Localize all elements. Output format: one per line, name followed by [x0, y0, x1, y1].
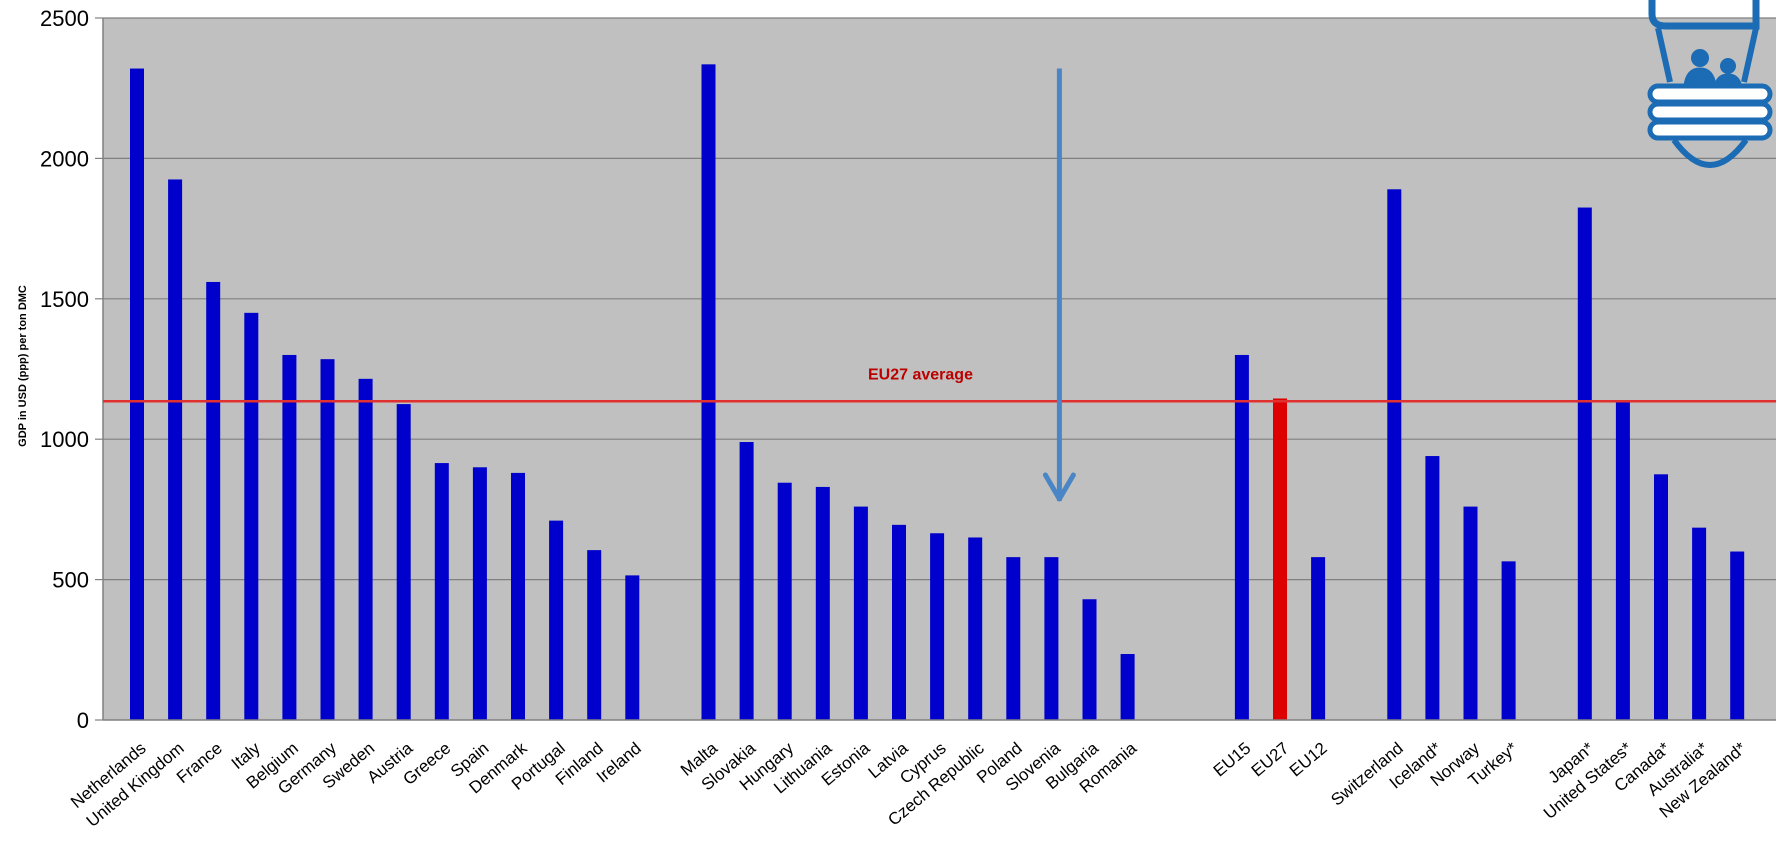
y-tick-label-1000: 1000: [40, 427, 89, 452]
bar-bulgaria: [1082, 599, 1097, 720]
bar-japan: [1577, 207, 1592, 721]
bar-denmark: [511, 472, 525, 720]
bar-eu12: [1311, 557, 1326, 720]
bar-malta: [701, 64, 716, 720]
y-tick-label-1500: 1500: [40, 287, 89, 312]
bar-czech-republic: [968, 537, 983, 720]
bar-switzerland: [1387, 189, 1402, 721]
bar-iceland: [1425, 456, 1440, 720]
average-label: EU27 average: [868, 366, 973, 383]
bar-france: [206, 281, 221, 720]
bar-eu27: [1273, 398, 1287, 720]
basket-band-1: [1647, 83, 1773, 105]
down-arrow-annotation: [1042, 68, 1076, 502]
y-tick-label-2500: 2500: [40, 6, 89, 31]
y-tick-label-2000: 2000: [40, 146, 89, 171]
bar-italy: [244, 312, 259, 720]
bar-belgium: [282, 354, 297, 720]
bar-united-states: [1615, 401, 1630, 720]
bar-norway: [1463, 506, 1478, 720]
bar-ireland: [625, 575, 640, 720]
bar-slovakia: [739, 442, 754, 720]
bar-turkey: [1501, 561, 1516, 720]
bar-portugal: [549, 520, 564, 720]
arrow-head: [1042, 472, 1076, 502]
bar-hungary: [777, 482, 792, 720]
bar-spain: [472, 467, 487, 720]
bar-australia: [1692, 527, 1707, 720]
bar-canada: [1654, 474, 1668, 720]
bar-poland: [1006, 557, 1021, 720]
bar-eu15: [1234, 354, 1249, 720]
bar-germany: [320, 359, 335, 720]
bar-new-zealand: [1730, 551, 1745, 720]
basket-band-2: [1647, 101, 1773, 123]
basket-band-3: [1647, 119, 1773, 141]
y-tick-label-0: 0: [77, 708, 89, 733]
basket-logo-icon: [1647, 0, 1773, 168]
bar-estonia: [853, 506, 868, 720]
basket-bottom: [1671, 138, 1749, 168]
bar-netherlands: [130, 68, 144, 720]
person-head-1: [1691, 49, 1709, 67]
person-head-2: [1720, 58, 1736, 74]
average-reference: EU27 average: [103, 366, 1776, 403]
bar-finland: [587, 550, 602, 720]
bar-romania: [1120, 654, 1135, 720]
bar-cyprus: [930, 533, 945, 720]
y-axis-title: GDP in USD (ppp) per ton DMC: [17, 285, 29, 447]
bar-latvia: [892, 524, 906, 720]
bar-slovenia: [1044, 557, 1059, 720]
bar-lithuania: [815, 486, 830, 720]
bar-united-kingdom: [168, 179, 183, 720]
bar-austria: [396, 404, 411, 720]
y-tick-label-500: 500: [52, 568, 89, 593]
bar-sweden: [358, 378, 373, 720]
basket-handle: [1648, 0, 1760, 30]
bar-greece: [434, 463, 449, 720]
y-tick-labels: 0 500 1000 1500 2000 2500: [40, 6, 103, 733]
bars: [130, 64, 1745, 721]
person-body-1: [1683, 67, 1717, 87]
basket-sides: [1655, 27, 1759, 83]
